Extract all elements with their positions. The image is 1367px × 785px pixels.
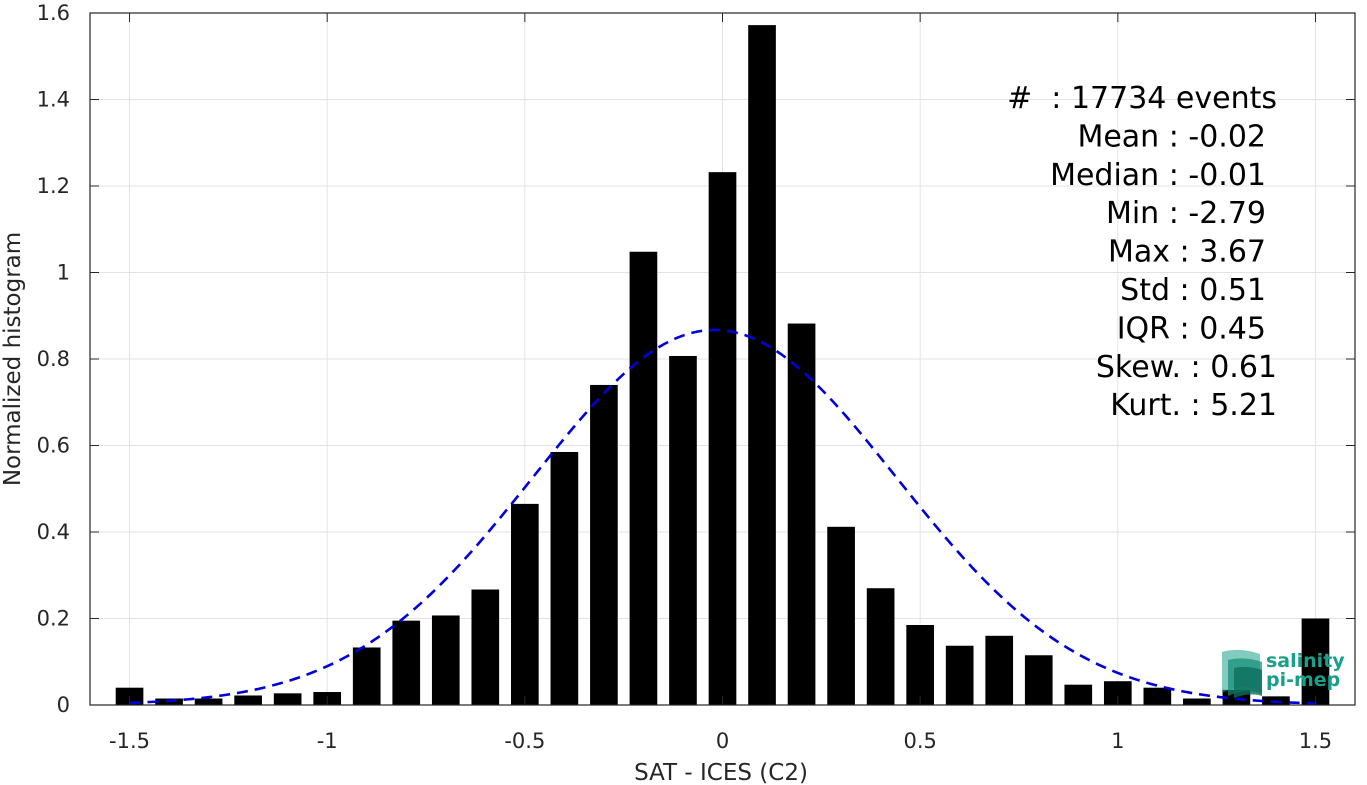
y-tick-label-0: 0: [57, 693, 70, 717]
y-axis-title: Normalized histogram: [0, 232, 26, 486]
bar-30: [1301, 618, 1330, 705]
y-tick-label-1: 0.2: [37, 607, 70, 631]
bar-4: [273, 693, 302, 705]
bar-10: [511, 503, 539, 705]
y-tick-label-6: 1.2: [37, 174, 70, 198]
bar-12: [590, 384, 618, 705]
y-tick-label-7: 1.4: [37, 88, 70, 112]
x-tick-label-6: 1.5: [1299, 729, 1332, 753]
bar-13: [629, 251, 658, 706]
bars: [115, 25, 1330, 706]
x-tick-label-2: -0.5: [504, 729, 545, 753]
bar-23: [1024, 655, 1053, 705]
x-tick-label-4: 0.5: [903, 729, 936, 753]
stat-line-2: Median : -0.01: [1050, 158, 1266, 193]
bar-7: [392, 620, 421, 705]
bar-3: [234, 695, 262, 705]
bar-8: [431, 615, 460, 705]
stat-line-1: Mean : -0.02: [1077, 119, 1266, 154]
x-tick-label-3: 0: [716, 729, 729, 753]
x-tick-label-0: -1.5: [109, 729, 150, 753]
x-axis-title: SAT - ICES (C2): [634, 760, 808, 785]
bar-21: [945, 645, 974, 705]
stat-line-5: Std : 0.51: [1120, 273, 1266, 308]
stat-line-4: Max : 3.67: [1108, 235, 1266, 270]
x-tick-labels: -1.5 -1 -0.5 0 0.5 1 1.5: [109, 729, 1332, 753]
salinity-pi-mep-logo: salinity pi-mep: [1222, 649, 1345, 698]
y-tick-label-4: 0.8: [37, 347, 70, 371]
y-tick-label-2: 0.4: [37, 520, 70, 544]
logo-mark-icon: [1222, 649, 1262, 698]
bar-24: [1064, 684, 1093, 705]
bar-20: [906, 624, 934, 705]
y-tick-label-3: 0.6: [37, 434, 70, 458]
bar-11: [550, 451, 579, 705]
bar-22: [985, 635, 1014, 705]
y-tick-label-5: 1: [57, 261, 70, 285]
bar-6: [352, 647, 381, 705]
stat-line-8: Kurt. : 5.21: [1110, 388, 1277, 423]
logo-line2: pi-mep: [1266, 669, 1340, 691]
stat-line-3: Min : -2.79: [1106, 196, 1266, 231]
stat-line-0: # : 17734 events: [1007, 81, 1277, 116]
y-tick-label-8: 1.6: [37, 1, 70, 25]
x-tick-label-1: -1: [317, 729, 338, 753]
stat-line-6: IQR : 0.45: [1117, 311, 1266, 346]
x-tick-label-5: 1: [1111, 729, 1124, 753]
bar-15: [708, 172, 737, 705]
bar-18: [827, 526, 855, 705]
stat-line-7: Skew. : 0.61: [1096, 350, 1277, 385]
logo-line1: salinity: [1266, 650, 1345, 672]
bar-17: [787, 323, 816, 705]
gaussian-fit-curve: [129, 328, 1316, 705]
bar-9: [471, 589, 500, 705]
bar-14: [669, 355, 697, 705]
bar-25: [1103, 681, 1132, 705]
axis-ticks: [90, 12, 1355, 706]
bar-16: [748, 25, 776, 706]
y-tick-labels: 0 0.2 0.4 0.6 0.8 1 1.2 1.4 1.6: [37, 1, 70, 717]
bar-26: [1143, 687, 1172, 705]
bar-2: [194, 698, 223, 705]
bar-27: [1183, 698, 1211, 705]
bar-19: [866, 588, 895, 705]
